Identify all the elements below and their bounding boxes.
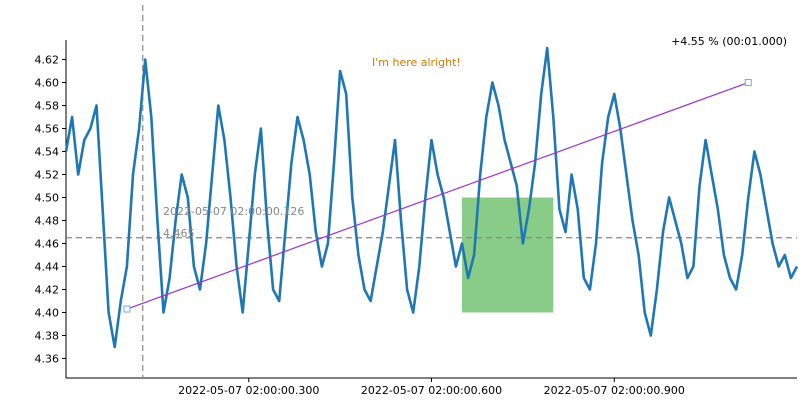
y-tick-label: 4.60 — [35, 77, 60, 90]
x-tick-label: 2022-05-07 02:00:00.300 — [178, 384, 319, 397]
y-tick-label: 4.48 — [35, 214, 60, 227]
y-tick-label: 4.54 — [35, 146, 60, 159]
trend-end-handle — [744, 79, 752, 87]
crosshair-value-label: 4.465 — [163, 227, 195, 240]
series-line — [64, 46, 799, 349]
series-layer — [64, 46, 799, 349]
note-label: I'm here alright! — [372, 56, 461, 69]
y-tick-label: 4.38 — [35, 329, 60, 342]
y-tick-label: 4.58 — [35, 100, 60, 113]
y-ticks: 4.36 4.38 4.40 4.42 4.44 4.46 4.48 4.50 4.52 4.54… — [35, 54, 66, 365]
y-tick-label: 4.50 — [35, 192, 60, 205]
x-tick-label: 2022-05-07 02:00:00.900 — [544, 384, 685, 397]
highlight-rect-layer — [461, 197, 554, 313]
measure-label: +4.55 % (00:01.000) — [671, 35, 787, 48]
y-tick-label: 4.44 — [35, 260, 60, 273]
y-tick-label: 4.62 — [35, 54, 60, 67]
crosshair-time-label: 2022-05-07 02:00:00.126 — [163, 205, 304, 218]
x-tick-label: 2022-05-07 02:00:00.600 — [361, 384, 502, 397]
y-tick-label: 4.40 — [35, 306, 60, 319]
trend-line — [126, 81, 749, 310]
trend-start-handle — [123, 305, 131, 313]
y-tick-label: 4.36 — [35, 352, 60, 365]
x-ticks: 2022-05-07 02:00:00.300 2022-05-07 02:00:… — [178, 378, 685, 397]
y-tick-label: 4.42 — [35, 283, 60, 296]
y-tick-label: 4.56 — [35, 123, 60, 136]
y-tick-label: 4.52 — [35, 169, 60, 182]
trend-layer — [123, 79, 752, 313]
highlight-rect — [461, 197, 554, 313]
y-tick-label: 4.46 — [35, 237, 60, 250]
crosshair-layer — [66, 5, 797, 378]
